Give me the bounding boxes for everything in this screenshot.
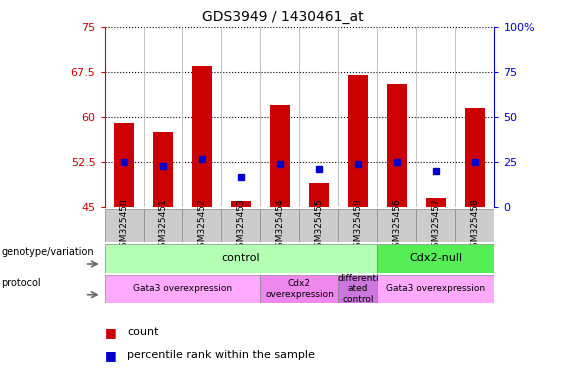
Bar [153,132,173,207]
Bar [260,275,338,303]
Bar [377,209,416,242]
Bar [182,209,221,242]
Bar [221,209,260,242]
Text: percentile rank within the sample: percentile rank within the sample [127,350,315,360]
Bar [270,105,290,207]
Bar [260,209,299,242]
Bar [455,209,494,242]
Text: ■: ■ [105,349,116,362]
Bar [338,209,377,242]
Text: genotype/variation: genotype/variation [1,247,94,258]
Text: GSM325458: GSM325458 [471,198,479,253]
Bar [144,209,182,242]
Text: protocol: protocol [1,278,41,288]
Text: Cdx2-null: Cdx2-null [409,253,463,263]
Text: GSM325456: GSM325456 [393,198,401,253]
Text: control: control [221,253,260,263]
Bar [416,209,455,242]
Text: GDS3949 / 1430461_at: GDS3949 / 1430461_at [202,10,363,23]
Bar [348,75,368,207]
Text: Gata3 overexpression: Gata3 overexpression [386,285,485,293]
Text: differenti
ated
control: differenti ated control [337,274,379,304]
Text: Cdx2
overexpression: Cdx2 overexpression [265,279,334,299]
Bar [338,275,377,303]
Text: GSM325451: GSM325451 [159,198,167,253]
Bar [231,201,251,207]
Text: GSM325457: GSM325457 [432,198,440,253]
Text: GSM325459: GSM325459 [354,198,362,253]
Bar [377,244,494,273]
Bar [465,108,485,207]
Text: GSM325455: GSM325455 [315,198,323,253]
Text: count: count [127,327,159,337]
Bar [299,209,338,242]
Text: ■: ■ [105,326,116,339]
Bar [387,84,407,207]
Bar [377,275,494,303]
Text: GSM325452: GSM325452 [198,198,206,253]
Bar [426,198,446,207]
Bar [105,244,377,273]
Bar [309,183,329,207]
Bar [192,66,212,207]
Text: GSM325454: GSM325454 [276,198,284,253]
Bar [114,123,134,207]
Text: GSM325453: GSM325453 [237,198,245,253]
Bar [105,275,260,303]
Text: Gata3 overexpression: Gata3 overexpression [133,285,232,293]
Bar [105,209,144,242]
Text: GSM325450: GSM325450 [120,198,128,253]
